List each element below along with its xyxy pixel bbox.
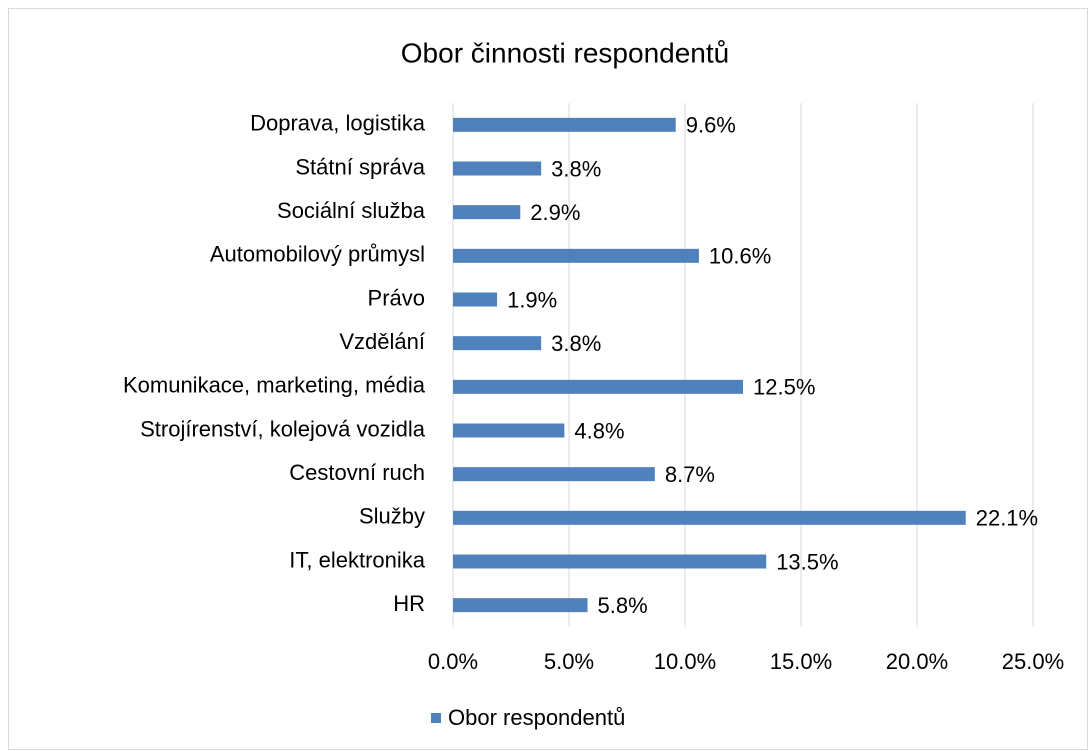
y-tick-label: Strojírenství, kolejová vozidla	[140, 416, 426, 441]
bar	[453, 117, 676, 132]
bar	[453, 379, 743, 394]
y-tick-label: Cestovní ruch	[289, 460, 425, 485]
data-label: 22.1%	[976, 506, 1038, 531]
bar	[453, 336, 542, 351]
legend-label: Obor respondentů	[448, 705, 625, 730]
chart-border	[8, 8, 1088, 750]
x-tick-label: 5.0%	[544, 649, 594, 674]
x-tick-label: 0.0%	[428, 649, 478, 674]
bar	[453, 598, 588, 613]
x-tick-label: 15.0%	[770, 649, 832, 674]
y-tick-label: IT, elektronika	[289, 547, 425, 572]
data-label: 12.5%	[753, 375, 815, 400]
bar	[453, 205, 521, 220]
bar	[453, 423, 565, 438]
data-label: 4.8%	[574, 418, 624, 443]
data-label: 10.6%	[709, 244, 771, 269]
data-label: 2.9%	[530, 200, 580, 225]
chart-title: Obor činnosti respondentů	[401, 37, 729, 68]
legend-swatch	[431, 713, 441, 723]
bar	[453, 554, 767, 569]
bar	[453, 248, 699, 263]
data-label: 3.8%	[551, 331, 601, 356]
bar	[453, 292, 498, 307]
bar	[453, 510, 966, 525]
y-tick-label: Sociální služba	[277, 198, 426, 223]
data-label: 9.6%	[686, 113, 736, 138]
y-tick-label: Vzdělání	[339, 329, 425, 354]
y-tick-label: Komunikace, marketing, média	[123, 373, 426, 398]
data-label: 13.5%	[776, 549, 838, 574]
y-tick-label: Státní správa	[295, 154, 425, 179]
y-tick-label: HR	[393, 591, 425, 616]
x-tick-label: 20.0%	[886, 649, 948, 674]
bar	[453, 467, 655, 482]
data-label: 5.8%	[598, 593, 648, 618]
y-tick-label: Právo	[368, 285, 425, 310]
y-tick-label: Služby	[359, 504, 425, 529]
x-tick-label: 10.0%	[654, 649, 716, 674]
data-label: 1.9%	[507, 287, 557, 312]
y-tick-label: Doprava, logistika	[250, 111, 426, 136]
bar	[453, 161, 542, 176]
x-tick-label: 25.0%	[1002, 649, 1064, 674]
data-label: 3.8%	[551, 156, 601, 181]
y-tick-label: Automobilový průmysl	[210, 242, 425, 267]
data-label: 8.7%	[665, 462, 715, 487]
